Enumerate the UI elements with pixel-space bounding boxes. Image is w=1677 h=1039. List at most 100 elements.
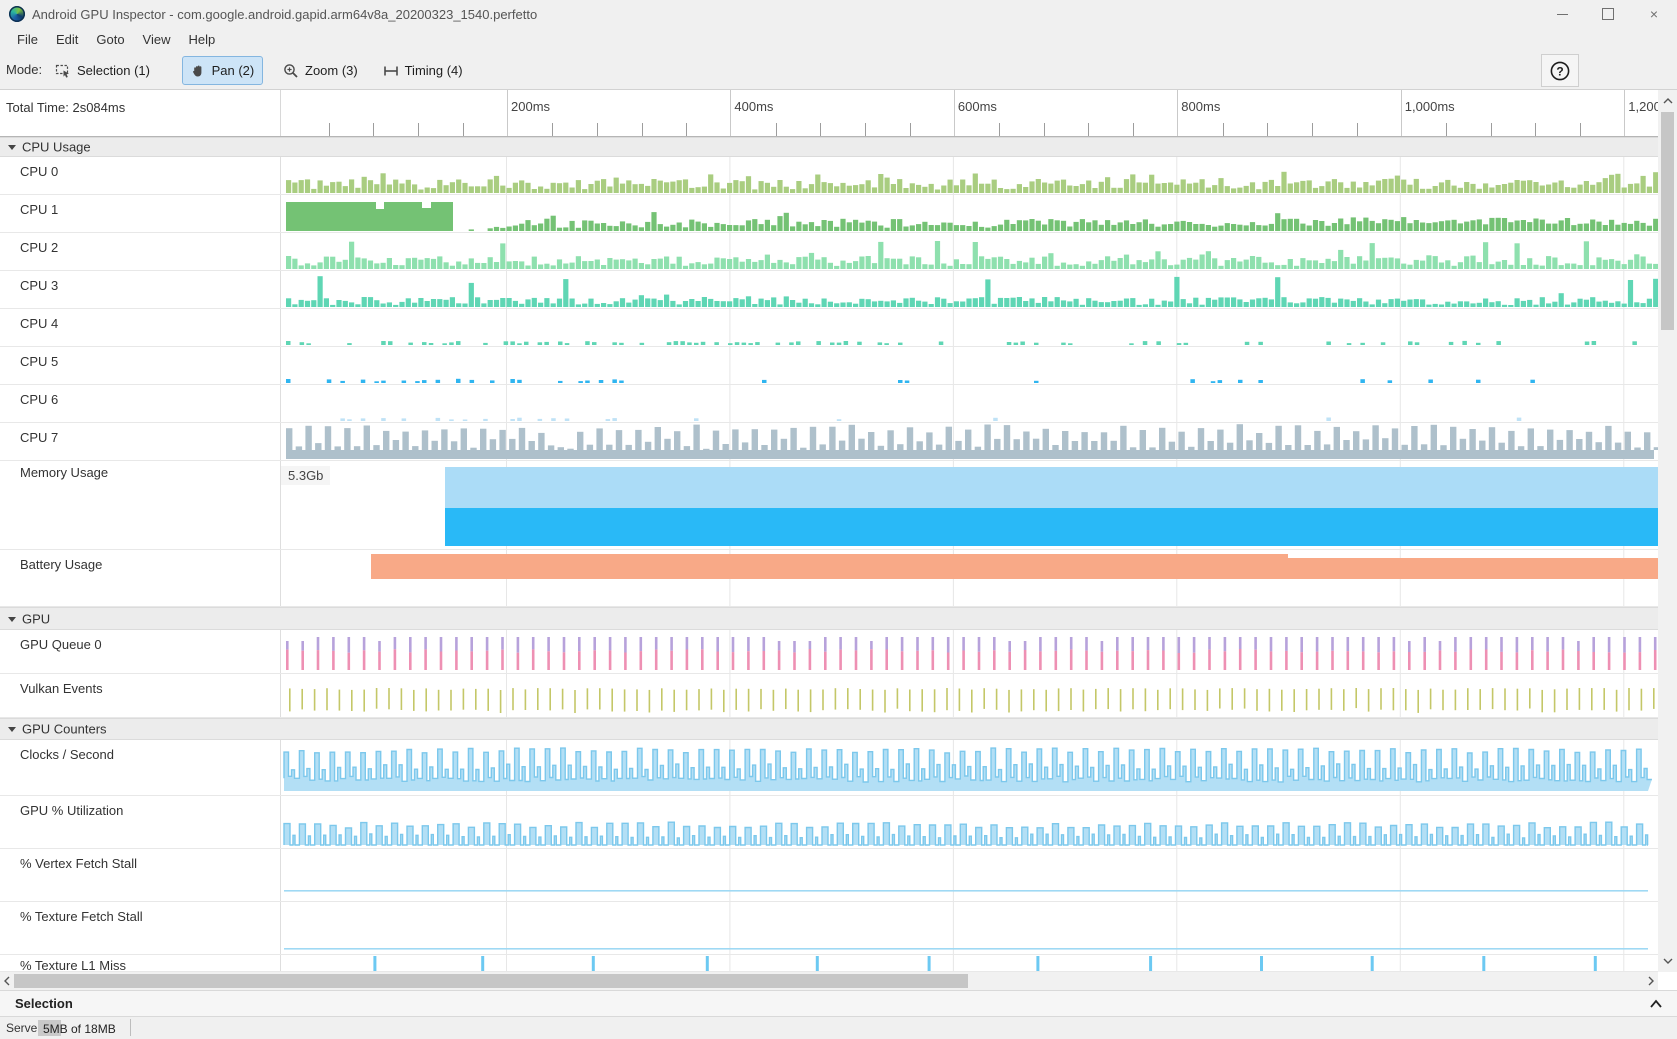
scroll-left-button[interactable] — [0, 972, 14, 990]
track-label: CPU 1 — [20, 202, 59, 217]
collapse-triangle-icon — [8, 145, 16, 150]
mode-button-timing-4[interactable]: Timing (4) — [374, 56, 472, 85]
track-chart — [280, 902, 1648, 954]
ruler-tick-label: 200ms — [511, 99, 551, 114]
menu-edit[interactable]: Edit — [55, 31, 79, 47]
menu-file[interactable]: File — [17, 31, 38, 47]
hand-icon — [191, 63, 206, 78]
chevron-right-icon — [1648, 976, 1654, 986]
ruler-minor-tick — [1490, 123, 1492, 136]
track-row-cpu-2[interactable]: CPU 2 — [0, 233, 1658, 271]
ruler-major-gridline — [1624, 90, 1626, 136]
ruler-minor-tick — [418, 123, 420, 136]
ruler-major-gridline — [1177, 90, 1179, 136]
track-label: CPU 6 — [20, 392, 59, 407]
track-row-vertex-fetch-stall[interactable]: % Vertex Fetch Stall — [0, 849, 1658, 902]
track-label: Clocks / Second — [20, 747, 114, 762]
track-label: CPU 5 — [20, 354, 59, 369]
timeline-ruler[interactable]: Total Time: 2s084ms 40ms 200ms400ms600ms… — [0, 90, 1677, 204]
mode-button-label: Pan (2) — [211, 63, 255, 78]
maximize-icon — [1602, 8, 1614, 20]
track-row-cpu-4[interactable]: CPU 4 — [0, 309, 1658, 347]
track-row-texture-l1-miss[interactable]: % Texture L1 Miss — [0, 955, 1658, 972]
track-chart — [280, 796, 1649, 848]
track-label: % Vertex Fetch Stall — [20, 856, 138, 871]
scroll-right-button[interactable] — [1644, 972, 1658, 990]
vertical-scrollbar-thumb[interactable] — [1661, 112, 1674, 330]
collapse-triangle-icon — [8, 616, 16, 622]
track-label: Vulkan Events — [20, 681, 103, 696]
track-row-texture-fetch-stall[interactable]: % Texture Fetch Stall — [0, 902, 1658, 955]
selection-panel-title: Selection — [15, 996, 73, 1011]
track-row-cpu-6[interactable]: CPU 6 — [0, 385, 1658, 423]
selection-collapse-button[interactable] — [1644, 995, 1668, 1013]
ruler-tick-label: 800ms — [1181, 99, 1221, 114]
track-row-battery-usage[interactable]: Battery Usage — [0, 550, 1658, 607]
ruler-minor-tick — [775, 123, 777, 136]
track-row-cpu-1[interactable]: CPU 1 — [0, 195, 1658, 233]
track-chart — [280, 674, 1655, 717]
ruler-minor-tick — [1088, 123, 1090, 136]
ruler-tick-label: 1,200ms — [1628, 99, 1658, 114]
track-label: CPU 7 — [20, 430, 59, 445]
ruler-minor-tick — [686, 123, 688, 136]
track-chart — [280, 157, 1658, 194]
track-chart — [280, 461, 1658, 549]
track-row-gpu-queue-0[interactable]: GPU Queue 0 — [0, 630, 1658, 674]
ruler-tick-label: 600ms — [957, 99, 997, 114]
track-group-gpu[interactable]: GPU — [0, 607, 1658, 630]
ruler-minor-tick — [462, 123, 464, 136]
server-memory-progress: 5MB of 18MB — [38, 1020, 122, 1036]
track-row-clocks-second[interactable]: Clocks / Second — [0, 740, 1658, 796]
chevron-down-icon — [1663, 958, 1672, 964]
selection-panel-header: Selection — [0, 990, 1677, 1017]
title-bar: Android GPU Inspector - com.google.andro… — [0, 0, 1677, 28]
mode-button-pan-2[interactable]: Pan (2) — [181, 56, 264, 85]
track-chart — [280, 347, 1625, 384]
track-row-cpu-3[interactable]: CPU 3 — [0, 271, 1658, 309]
track-row-gpu-utilization[interactable]: GPU % Utilization — [0, 796, 1658, 849]
track-row-cpu-0[interactable]: CPU 0 — [0, 157, 1658, 195]
mode-toolbar: Mode: Selection (1) Pan (2) Zoom (3) Timing… — [0, 50, 1677, 90]
server-label: Server: — [6, 1021, 45, 1035]
ruler-minor-tick — [1535, 123, 1537, 136]
mode-button-label: Timing (4) — [404, 63, 463, 78]
horizontal-scrollbar[interactable] — [0, 972, 1658, 990]
track-group-cpu-usage[interactable]: CPU Usage — [0, 137, 1658, 157]
ruler-major-gridline — [953, 90, 955, 136]
ruler-tick-label: 1,000ms — [1404, 99, 1455, 114]
ruler-minor-tick — [909, 123, 911, 136]
track-label: GPU % Utilization — [20, 803, 124, 818]
track-row-memory-usage[interactable]: Memory Usage 5.3Gb — [0, 461, 1658, 550]
menu-view[interactable]: View — [142, 31, 171, 47]
scroll-down-button[interactable] — [1658, 952, 1677, 970]
mode-button-zoom-3[interactable]: Zoom (3) — [274, 56, 367, 85]
scroll-up-button[interactable] — [1658, 92, 1677, 110]
menu-bar: File Edit Goto View Help — [0, 28, 1677, 50]
ruler-minor-tick — [999, 123, 1000, 136]
vertical-scrollbar[interactable] — [1658, 90, 1677, 972]
track-chart — [280, 740, 1652, 795]
mode-button-selection-1[interactable]: Selection (1) — [46, 56, 159, 85]
minimize-icon — [1556, 13, 1568, 15]
menu-help[interactable]: Help — [188, 31, 216, 47]
ruler-minor-tick — [1356, 123, 1358, 136]
track-label: CPU 3 — [20, 278, 59, 293]
track-row-vulkan-events[interactable]: Vulkan Events — [0, 674, 1658, 718]
maximize-button[interactable] — [1591, 0, 1625, 28]
chevron-up-icon — [1650, 999, 1662, 1008]
track-row-cpu-5[interactable]: CPU 5 — [0, 347, 1658, 385]
track-row-cpu-7[interactable]: CPU 7 — [0, 423, 1658, 461]
horizontal-scrollbar-thumb[interactable] — [14, 974, 968, 988]
track-group-gpu-counters[interactable]: GPU Counters — [0, 718, 1658, 740]
total-time-label: Total Time: 2s084ms — [6, 100, 126, 115]
close-button[interactable]: × — [1637, 0, 1671, 28]
help-button[interactable]: ? — [1541, 54, 1579, 87]
track-label: GPU Queue 0 — [20, 637, 102, 652]
ruler-minor-tick — [1133, 123, 1135, 136]
collapse-triangle-icon — [8, 727, 16, 732]
track-chart — [280, 423, 1658, 460]
menu-goto[interactable]: Goto — [96, 31, 125, 47]
help-icon: ? — [1550, 61, 1570, 80]
minimize-button[interactable] — [1545, 0, 1579, 28]
